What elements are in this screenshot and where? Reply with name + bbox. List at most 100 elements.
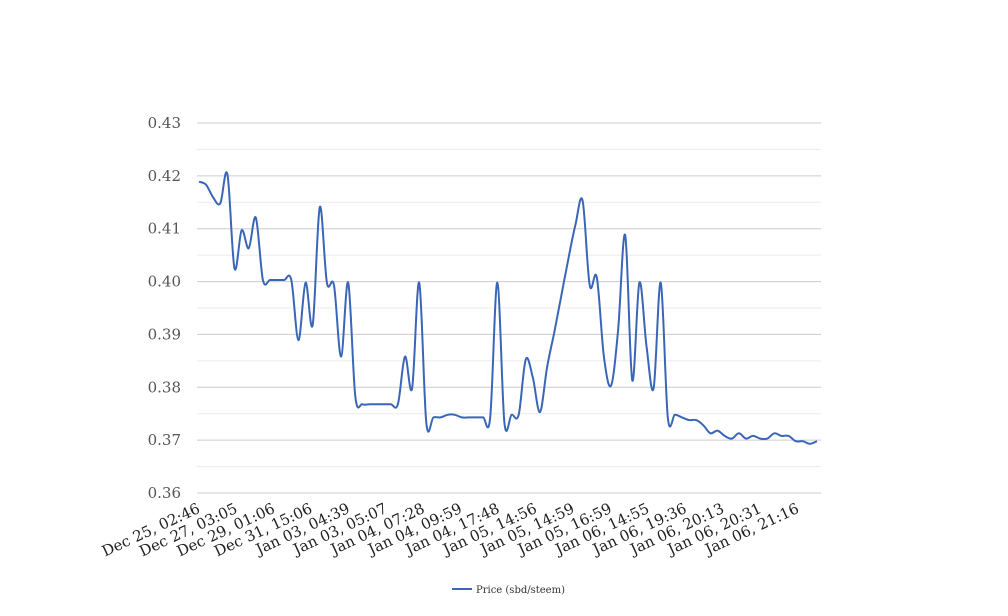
- data-point: [495, 281, 499, 285]
- data-point: [275, 278, 279, 282]
- data-point: [737, 431, 741, 435]
- data-point: [566, 257, 570, 261]
- data-point: [758, 437, 762, 441]
- data-point: [780, 434, 784, 438]
- data-point: [353, 394, 357, 398]
- data-point: [723, 434, 727, 438]
- data-point: [439, 415, 443, 419]
- data-point: [218, 201, 222, 205]
- data-point: [765, 437, 769, 441]
- data-point: [708, 431, 712, 435]
- data-point: [431, 415, 435, 419]
- data-point: [453, 413, 457, 417]
- data-point: [616, 328, 620, 332]
- data-point: [488, 415, 492, 419]
- data-point: [197, 180, 201, 184]
- data-point: [375, 402, 379, 406]
- data-point: [339, 355, 343, 359]
- data-point: [282, 278, 286, 282]
- data-point: [581, 199, 585, 203]
- data-point: [652, 386, 656, 390]
- data-point: [808, 442, 812, 446]
- y-tick-label: 0.39: [148, 325, 181, 343]
- data-point: [659, 281, 663, 285]
- data-point: [346, 281, 350, 285]
- data-point: [701, 423, 705, 427]
- data-point: [602, 355, 606, 359]
- data-point: [403, 355, 407, 359]
- data-point: [502, 421, 506, 425]
- data-point: [801, 439, 805, 443]
- data-point: [524, 357, 528, 361]
- data-point: [389, 402, 393, 406]
- data-point: [588, 283, 592, 287]
- data-point: [410, 386, 414, 390]
- data-point: [240, 228, 244, 232]
- data-point: [694, 418, 698, 422]
- data-point: [247, 246, 251, 250]
- data-point: [794, 439, 798, 443]
- data-point: [510, 413, 514, 417]
- y-tick-label: 0.40: [148, 273, 181, 291]
- data-point: [211, 196, 215, 200]
- data-point: [360, 402, 364, 406]
- data-point: [680, 415, 684, 419]
- data-point: [730, 437, 734, 441]
- data-point: [396, 402, 400, 406]
- data-point: [268, 278, 272, 282]
- legend-label: Price (sbd/steem): [476, 585, 565, 596]
- data-point: [744, 437, 748, 441]
- data-point: [296, 338, 300, 342]
- y-tick-label: 0.37: [148, 431, 181, 449]
- data-point: [559, 294, 563, 298]
- data-point: [552, 331, 556, 335]
- data-point: [225, 172, 229, 176]
- data-point: [751, 434, 755, 438]
- y-tick-label: 0.42: [148, 167, 181, 185]
- data-point: [538, 410, 542, 414]
- y-tick-label: 0.36: [148, 484, 181, 502]
- data-point: [772, 431, 776, 435]
- data-point: [481, 415, 485, 419]
- series-line: [198, 171, 818, 445]
- series-layer: [197, 171, 819, 446]
- data-point: [623, 233, 627, 237]
- data-point: [787, 434, 791, 438]
- data-point: [531, 376, 535, 380]
- data-point: [233, 266, 237, 270]
- data-point: [474, 415, 478, 419]
- y-axis-ticks: 0.36 0.37 0.38 0.39 0.40 0.41 0.42 0.43: [148, 114, 181, 502]
- data-point: [687, 418, 691, 422]
- data-point: [325, 281, 329, 285]
- data-point: [637, 281, 641, 285]
- data-point: [574, 223, 578, 227]
- data-point: [467, 415, 471, 419]
- data-point: [424, 421, 428, 425]
- data-point: [318, 205, 322, 209]
- data-point: [254, 216, 258, 220]
- data-point: [382, 402, 386, 406]
- data-point: [545, 365, 549, 369]
- data-point: [609, 384, 613, 388]
- data-point: [517, 413, 521, 417]
- data-point: [673, 413, 677, 417]
- data-point: [204, 183, 208, 187]
- data-point: [446, 413, 450, 417]
- y-tick-label: 0.43: [148, 114, 181, 132]
- data-point: [304, 281, 308, 285]
- data-point: [716, 429, 720, 433]
- data-point: [368, 402, 372, 406]
- y-tick-label: 0.41: [148, 220, 181, 238]
- legend: Price (sbd/steem): [452, 585, 565, 596]
- data-point: [645, 344, 649, 348]
- data-point: [666, 415, 670, 419]
- data-point: [460, 415, 464, 419]
- data-point: [289, 278, 293, 282]
- data-point: [630, 378, 634, 382]
- data-point: [815, 439, 819, 443]
- y-tick-label: 0.38: [148, 378, 181, 396]
- data-point: [311, 323, 315, 327]
